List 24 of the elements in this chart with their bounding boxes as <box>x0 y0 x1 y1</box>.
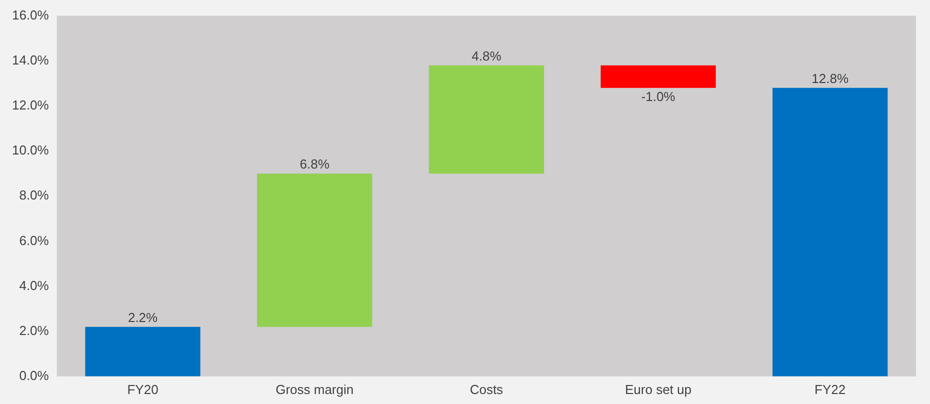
y-tick-label: 12.0% <box>12 98 50 113</box>
x-tick-label: FY20 <box>127 382 158 397</box>
bar <box>772 88 888 376</box>
x-tick-label: Gross margin <box>276 382 354 397</box>
y-tick-label: 2.0% <box>19 322 50 338</box>
data-label: -1.0% <box>641 89 676 104</box>
data-label: 12.8% <box>812 71 849 86</box>
y-tick-label: 16.0% <box>12 7 50 22</box>
y-tick-label: 8.0% <box>19 188 50 203</box>
y-tick-label: 10.0% <box>12 142 50 158</box>
y-tick-label: 0.0% <box>19 368 50 383</box>
bar <box>257 174 372 327</box>
data-label: 2.2% <box>128 310 158 325</box>
bar <box>85 326 200 376</box>
x-tick-label: FY22 <box>814 382 846 397</box>
y-tick-label: 6.0% <box>19 232 50 248</box>
data-label: 6.8% <box>300 156 330 172</box>
y-tick-label: 4.0% <box>19 278 50 293</box>
bar <box>600 65 716 88</box>
data-label: 4.8% <box>472 48 502 64</box>
x-tick-label: Euro set up <box>625 382 692 397</box>
y-tick-label: 14.0% <box>12 52 50 68</box>
x-tick-label: Costs <box>470 382 504 397</box>
bar <box>428 65 544 174</box>
